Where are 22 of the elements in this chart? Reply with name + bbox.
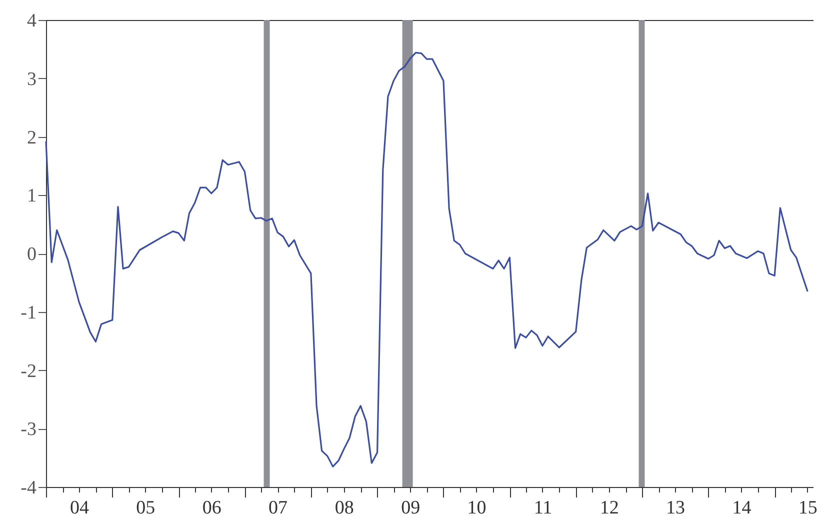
y-tick-label: -4 [20,478,37,498]
x-tick-label: 15 [798,498,818,518]
y-tick-label: -3 [20,419,36,440]
y-tick-label: -1 [20,302,36,324]
y-tick-label: 1 [27,186,36,207]
y-tick-label: 4 [27,10,37,32]
x-tick-label: 13 [666,498,686,518]
x-tick-label: 09 [401,498,420,518]
y-tick-label: 0 [27,244,36,265]
y-tick-label: 3 [27,68,36,90]
y-tick-label: 2 [27,127,36,148]
x-tick-label: 12 [600,498,619,518]
x-tick-label: 08 [334,498,354,518]
x-tick-label: 06 [202,498,222,518]
x-tick-label: 04 [70,498,90,518]
x-tick-label: 14 [732,498,752,518]
y-tick-label: -2 [20,360,36,382]
line-series [45,52,808,468]
x-tick-label: 07 [268,498,288,518]
x-tick-label: 11 [534,498,552,518]
x-tick-label: 05 [136,498,156,518]
x-tick-label: 10 [467,498,486,518]
